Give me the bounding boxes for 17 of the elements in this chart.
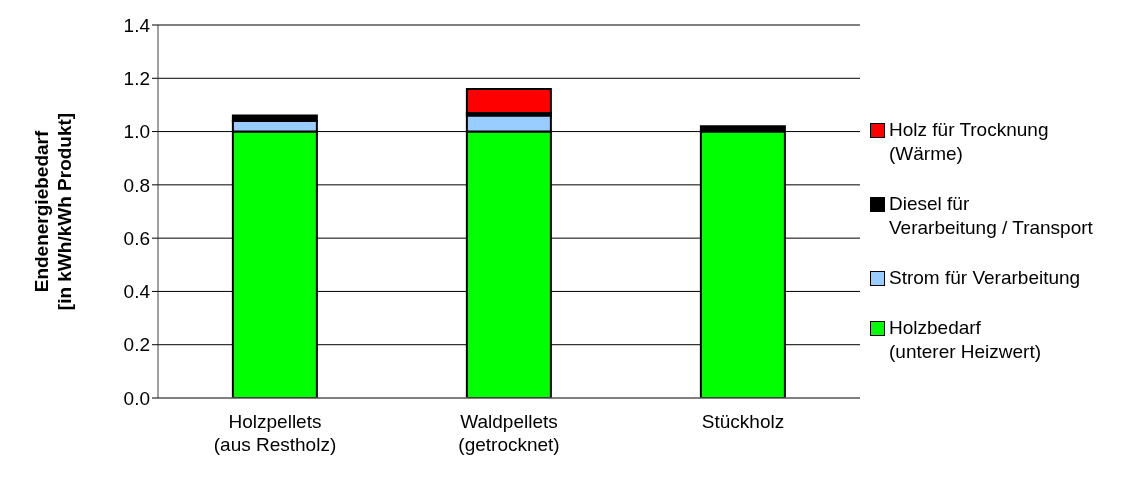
x-tick-label: Waldpellets (getrocknet) (458, 411, 560, 455)
y-tick-label: 0.6 (123, 227, 150, 249)
y-axis-title: Endenergiebedarf [in kWh/kWh Produkt] (30, 112, 75, 311)
y-tick-label: 1.4 (123, 14, 151, 36)
y-tick-label: 0.2 (123, 334, 150, 356)
legend-label: Holzbedarf (unterer Heizwert) (889, 315, 1042, 364)
y-tick-label: 0.8 (123, 174, 150, 196)
x-tick-label: Stückholz (701, 411, 785, 432)
legend-label: Diesel für Verarbeitung / Transport (889, 191, 1093, 240)
y-tick-label: 1.0 (123, 121, 150, 143)
legend-label: Holz für Trocknung (Wärme) (889, 117, 1049, 166)
bar (465, 87, 552, 114)
y-tick-label: 0.4 (123, 281, 151, 303)
y-tick-label: 0.0 (123, 387, 150, 409)
y-tick-label: 1.2 (123, 68, 150, 90)
x-tick-label: Holzpellets (aus Restholz) (213, 411, 337, 455)
legend-label: Strom für Verarbeitung (889, 265, 1081, 290)
